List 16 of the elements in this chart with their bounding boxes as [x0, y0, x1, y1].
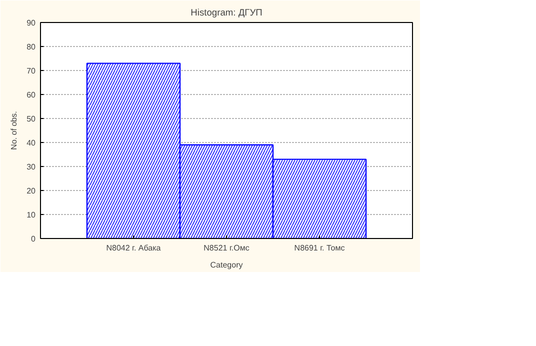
- x-tick-label: N8042 г. Абака: [106, 244, 162, 252]
- y-tick-label: 40: [26, 138, 36, 148]
- y-tick-label: 70: [26, 66, 36, 76]
- x-axis-title: Category: [210, 260, 243, 270]
- y-tick-label: 30: [26, 162, 36, 172]
- y-tick-label: 80: [26, 42, 36, 52]
- y-tick-label: 60: [26, 90, 36, 100]
- y-tick-label: 20: [26, 186, 36, 196]
- y-tick-label: 10: [26, 210, 36, 220]
- y-tick-label: 0: [31, 234, 36, 244]
- x-tick-label: N8521 г.Омс: [204, 244, 250, 252]
- y-axis-title: No. of obs.: [10, 111, 19, 150]
- x-tick-label: N8691 г. Томс: [294, 244, 345, 252]
- y-tick-label: 50: [26, 114, 36, 124]
- chart-title: Histogram: ДГУП: [190, 8, 262, 18]
- y-tick-label: 90: [26, 18, 36, 28]
